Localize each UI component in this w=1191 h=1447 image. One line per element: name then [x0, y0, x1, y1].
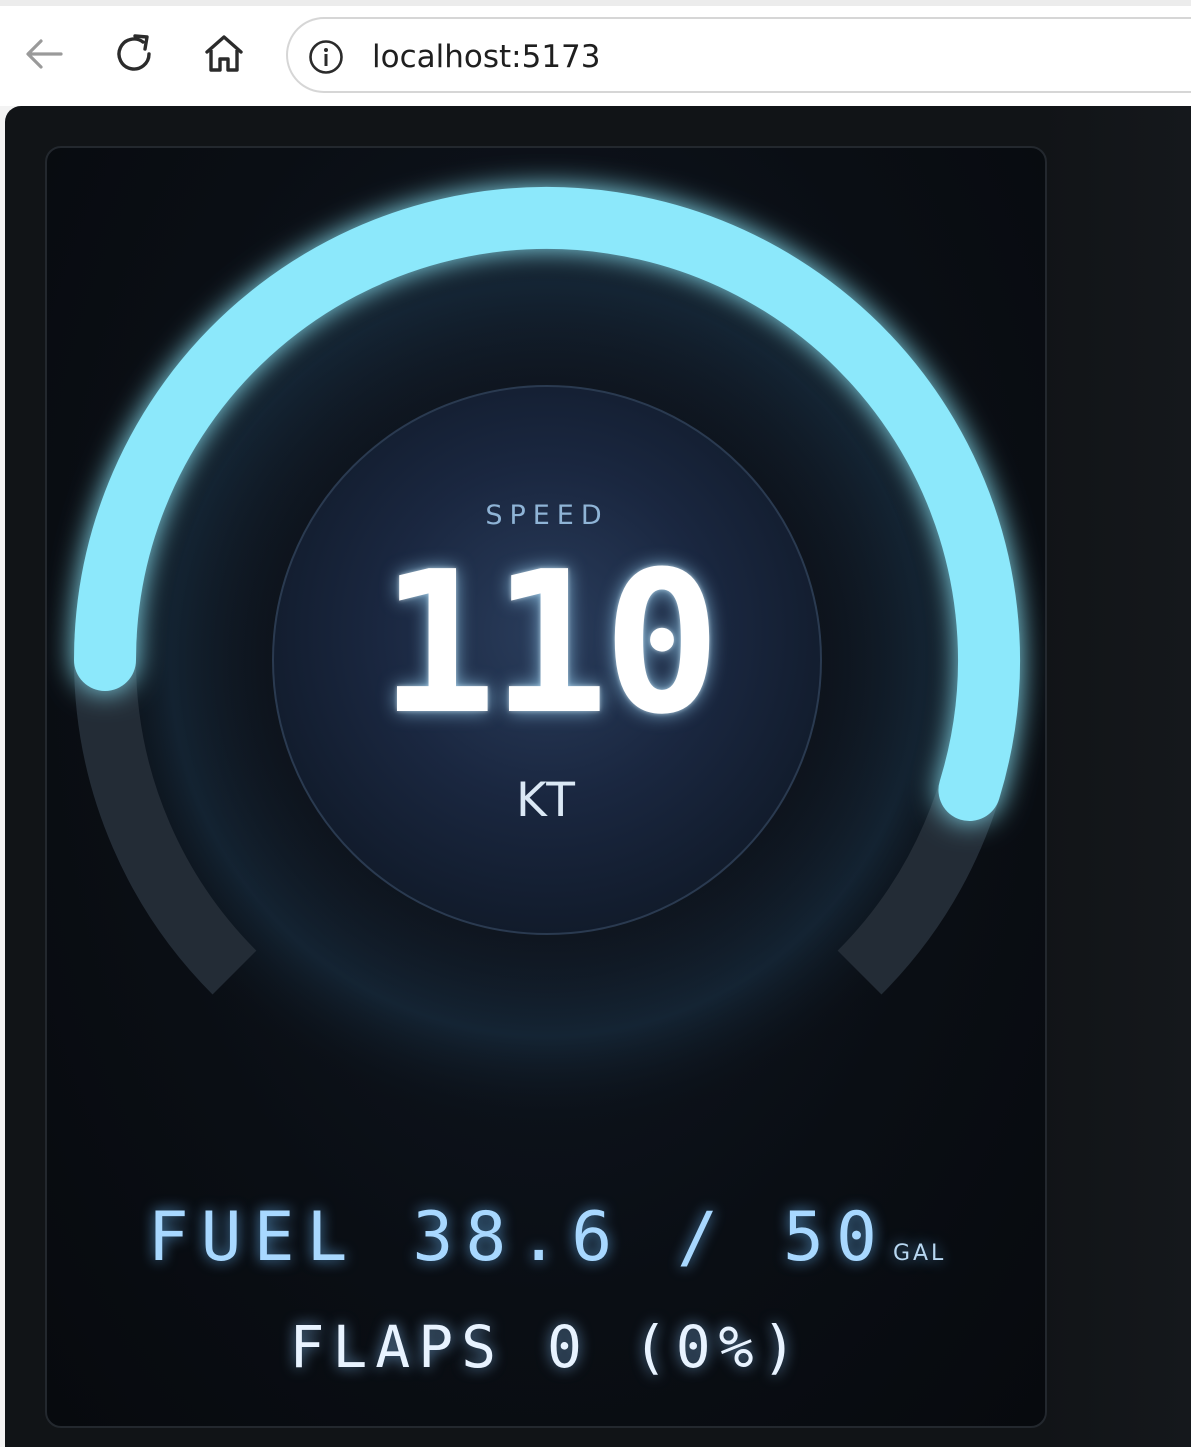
- reload-button[interactable]: [104, 24, 164, 84]
- address-bar[interactable]: localhost:5173: [286, 17, 1191, 93]
- gauge-inner-face: [272, 385, 822, 935]
- flaps-setting: 0: [547, 1313, 590, 1381]
- fuel-capacity: 50: [783, 1198, 889, 1277]
- browser-toolbar: localhost:5173: [0, 0, 1191, 106]
- speed-unit: KT: [516, 773, 578, 828]
- reload-icon: [117, 34, 151, 71]
- info-icon[interactable]: [308, 39, 344, 75]
- home-button[interactable]: [194, 24, 254, 84]
- app-viewport: SPEED 110 KT FUEL 38.6 / 50 GAL FLAPS 0 (…: [5, 106, 1191, 1447]
- flaps-percent: (0%): [632, 1313, 805, 1381]
- fuel-current: 38.6: [412, 1198, 625, 1277]
- gauge-progress-arc: [74, 187, 1020, 821]
- fuel-unit: GAL: [892, 1241, 947, 1266]
- fuel-separator: /: [677, 1198, 731, 1277]
- home-icon: [205, 35, 243, 72]
- back-button[interactable]: [14, 24, 74, 84]
- fuel-label: FUEL: [147, 1198, 360, 1277]
- back-arrow-icon: [26, 39, 63, 69]
- instrument-panel: SPEED 110 KT FUEL 38.6 / 50 GAL FLAPS 0 (…: [45, 146, 1047, 1428]
- fuel-readout: FUEL 38.6 / 50 GAL: [47, 1198, 1045, 1277]
- url-text[interactable]: localhost:5173: [372, 39, 601, 75]
- speed-readout: 110: [378, 530, 721, 758]
- tab-strip: [0, 0, 1191, 6]
- flaps-readout: FLAPS 0 (0%): [47, 1313, 1045, 1381]
- flaps-label: FLAPS: [289, 1313, 505, 1381]
- gauge-label: SPEED: [485, 500, 609, 531]
- speed-gauge: [74, 187, 1020, 1130]
